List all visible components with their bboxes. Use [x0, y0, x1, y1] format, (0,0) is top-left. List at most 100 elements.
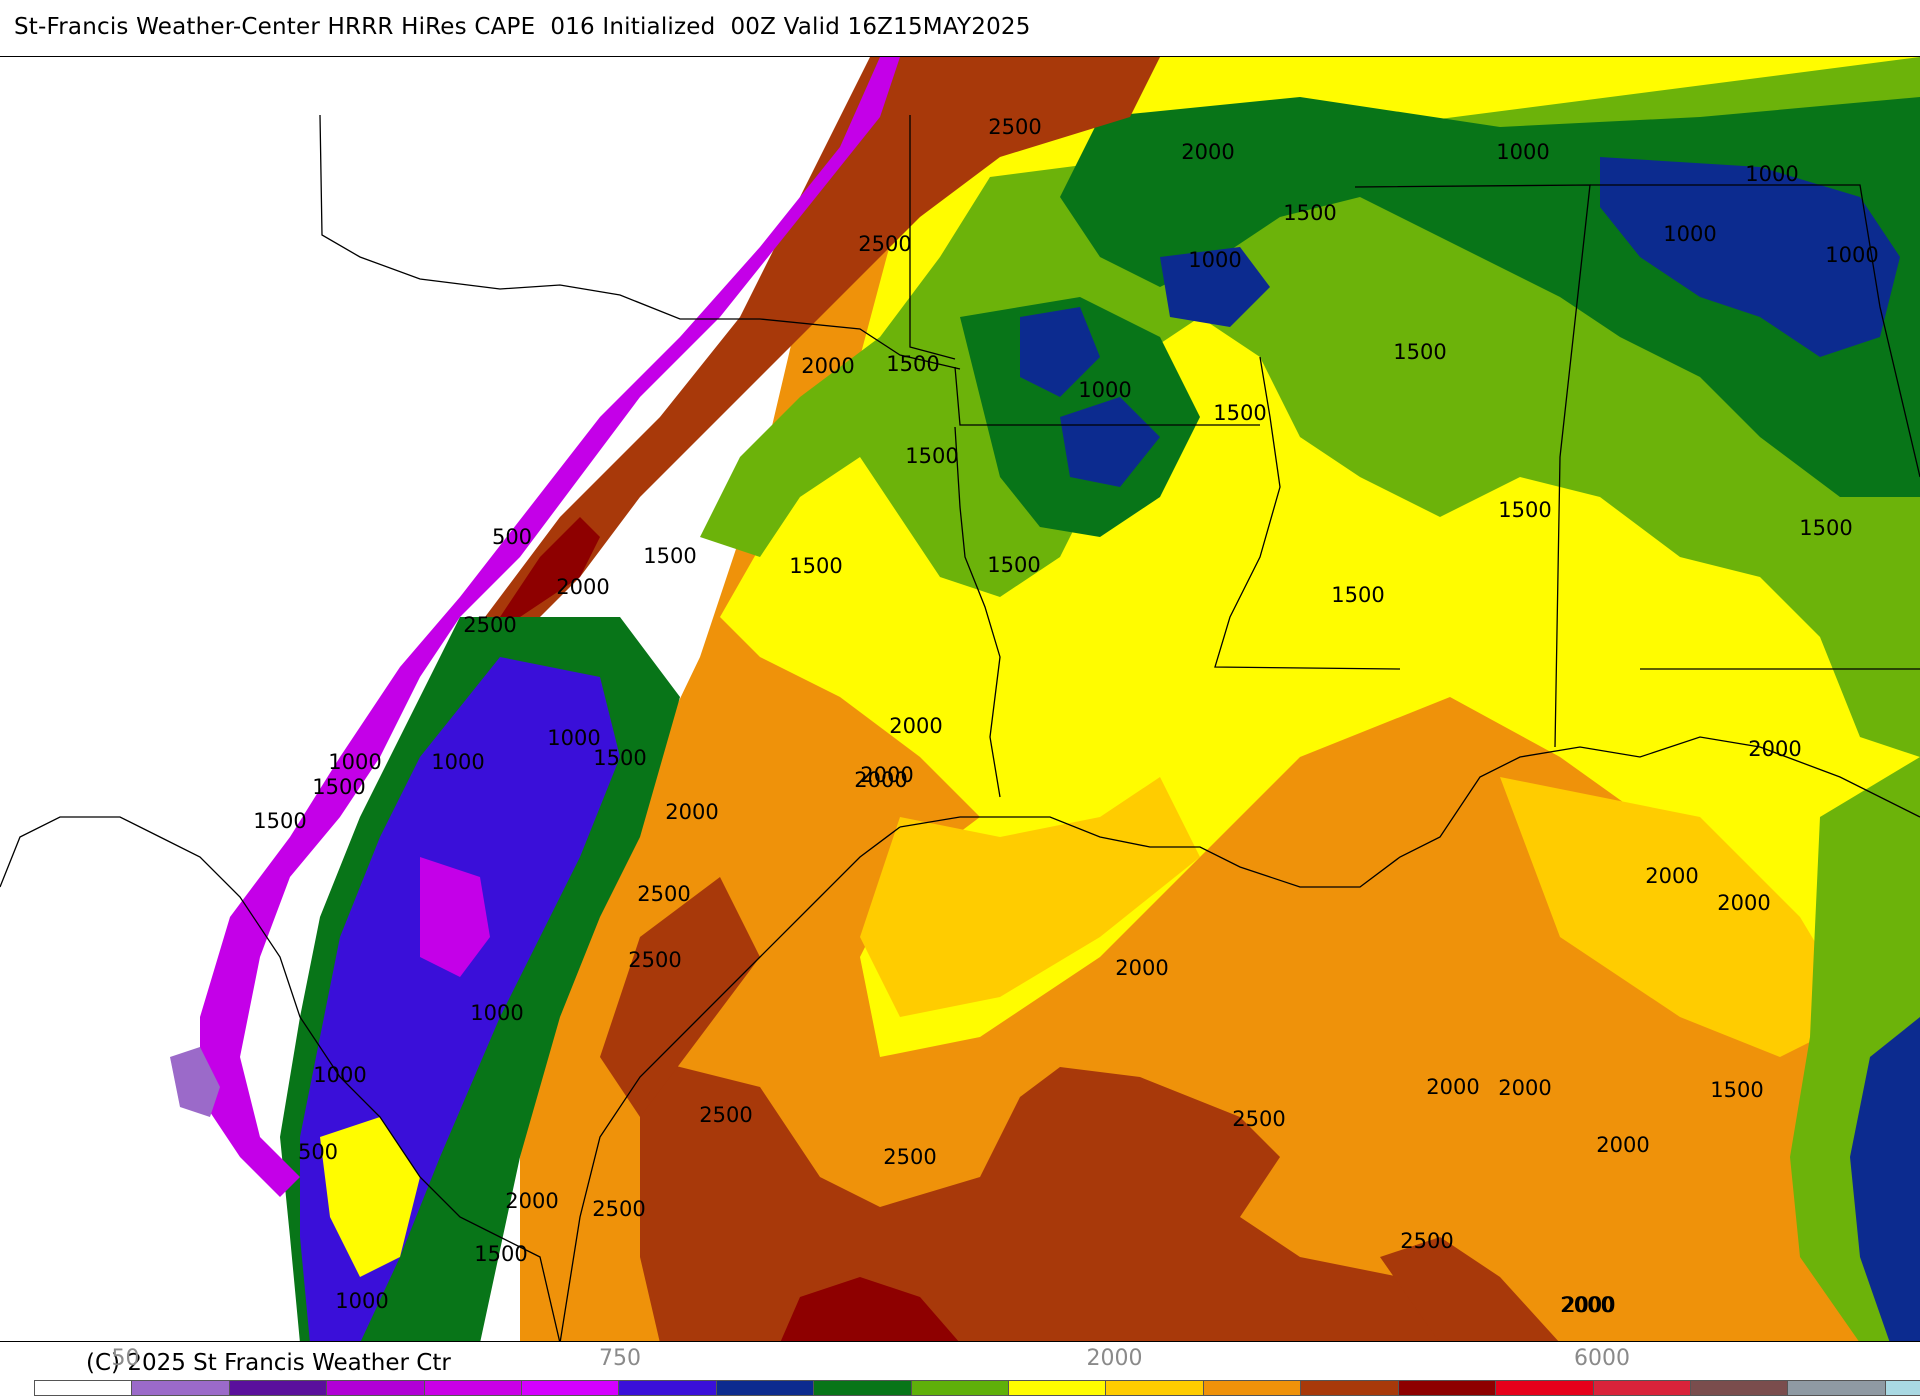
colorbar-tick-label: 2000 — [1086, 1346, 1143, 1371]
colorbar-cell — [1496, 1381, 1594, 1395]
colorbar-cell — [814, 1381, 912, 1395]
contour-label: 1000 — [1078, 378, 1131, 402]
colorbar-cell — [1398, 1381, 1497, 1395]
colorbar-cell — [716, 1381, 815, 1395]
contour-label: 1500 — [1331, 583, 1384, 607]
contour-label: 1500 — [593, 746, 646, 770]
cape-region-gold-1 — [860, 777, 1200, 1017]
cape-region-navy-1 — [1020, 307, 1100, 397]
contour-label: 2000 — [665, 800, 718, 824]
contour-label: 1500 — [1498, 498, 1551, 522]
colorbar-cell — [1009, 1381, 1107, 1395]
colorbar-cell — [911, 1381, 1010, 1395]
map-footer: (C) 2025 St Francis Weather Ctr 50 750 200… — [0, 1342, 1920, 1400]
contour-label: 1500 — [987, 553, 1040, 577]
contour-label: 2500 — [628, 948, 681, 972]
contour-label: 2500 — [699, 1103, 752, 1127]
contour-label: 1500 — [643, 544, 696, 568]
state-border-ar-la — [954, 366, 1260, 426]
contour-labels: 2500200025001000150010001000100010002000… — [253, 115, 1878, 1317]
contour-label: 1500 — [1393, 340, 1446, 364]
cape-map: 2500 2000 2500 1000 1500 1000 1000 1000 1000 2000… — [0, 56, 1920, 1342]
contour-label: 1500 — [253, 809, 306, 833]
cape-region-rust-south — [640, 1057, 1497, 1341]
state-border-texas-ok — [319, 114, 961, 370]
cape-region-navy-east — [1850, 1017, 1920, 1341]
contour-label: 1500 — [886, 352, 939, 376]
contour-label: 2000 — [1426, 1075, 1479, 1099]
colorbar-cell — [619, 1381, 717, 1395]
contour-label: 1500 — [474, 1242, 527, 1266]
contour-label: 2000 — [1561, 1293, 1614, 1317]
contour-label: 2000 — [854, 768, 907, 792]
contour-label: 2000 — [1748, 737, 1801, 761]
contour-label: 2500 — [988, 115, 1041, 139]
contour-label: 1000 — [335, 1289, 388, 1313]
colorbar-tick-label: 750 — [599, 1346, 641, 1371]
contour-label: 1000 — [1745, 162, 1798, 186]
colorbar-cell — [1106, 1381, 1204, 1395]
gulf-coastline — [899, 736, 1920, 888]
contour-label: 1000 — [1496, 140, 1549, 164]
state-border-ms-al — [1354, 184, 1591, 748]
contour-label: 500 — [298, 1140, 338, 1164]
state-border-al-ga — [1590, 184, 1920, 478]
contour-label: 1500 — [1710, 1078, 1763, 1102]
cape-colorbar — [34, 1380, 1920, 1396]
contour-label: 1500 — [905, 444, 958, 468]
contour-label: 2000 — [1498, 1076, 1551, 1100]
contour-label: 1500 — [1799, 516, 1852, 540]
contour-label: 2500 — [1400, 1229, 1453, 1253]
cape-fill-layer — [0, 57, 1920, 1341]
colorbar-cell — [1690, 1381, 1789, 1395]
colorbar-cell — [522, 1381, 620, 1395]
cape-region-navy-3 — [1160, 247, 1270, 327]
contour-label: 1000 — [328, 750, 381, 774]
colorbar-tick-label: 50 — [111, 1346, 140, 1371]
cape-region-magenta-coast — [200, 57, 900, 1197]
contour-label: 2500 — [592, 1197, 645, 1221]
colorbar-cell — [1301, 1381, 1399, 1395]
texas-coastline — [559, 826, 901, 1341]
cape-region-rust-se — [1380, 1237, 1559, 1341]
contour-label: 1000 — [431, 750, 484, 774]
contour-label: 2500 — [637, 882, 690, 906]
cape-region-gold-2 — [1500, 777, 1860, 1057]
contour-label: 2000 — [1717, 891, 1770, 915]
contour-label: 2000 — [556, 575, 609, 599]
cape-region-navy-4 — [1600, 157, 1900, 357]
colorbar-cell — [35, 1381, 133, 1395]
colorbar-cell — [132, 1381, 230, 1395]
mexico-border — [0, 816, 561, 1341]
contour-label: 500 — [492, 525, 532, 549]
colorbar-cell — [1788, 1381, 1886, 1395]
contour-label: 2000 — [1560, 1293, 1613, 1317]
political-boundaries — [0, 114, 1920, 1341]
cape-region-navy-2 — [1060, 397, 1160, 487]
cape-region-lavender — [170, 1047, 220, 1117]
cape-region-rust-coast — [600, 877, 760, 1117]
cape-region-darkred-2 — [500, 517, 600, 617]
contour-label: 1000 — [470, 1001, 523, 1025]
colorbar-cell — [1203, 1381, 1302, 1395]
colorbar-cell — [424, 1381, 523, 1395]
contour-label: 2000 — [860, 763, 913, 787]
colorbar-cell — [1593, 1381, 1691, 1395]
contour-label: 2000 — [505, 1189, 558, 1213]
colorbar-cell — [1885, 1381, 1920, 1395]
contour-label: 2000 — [1115, 956, 1168, 980]
contour-label: 2500 — [1232, 1107, 1285, 1131]
contour-label: 1000 — [547, 726, 600, 750]
contour-label: 2500 — [858, 232, 911, 256]
colorbar-cell — [327, 1381, 425, 1395]
cape-region-darkred-1 — [780, 1277, 959, 1341]
contour-label: 1000 — [1188, 248, 1241, 272]
contour-label: 2500 — [883, 1145, 936, 1169]
state-border-tx-la — [954, 426, 1001, 798]
map-title: St-Francis Weather-Center HRRR HiRes CAP… — [14, 14, 1031, 40]
contour-label: 1000 — [1825, 243, 1878, 267]
contour-label: 2000 — [889, 714, 942, 738]
contour-label: 1500 — [1283, 201, 1336, 225]
cape-region-magenta-west — [420, 857, 490, 977]
state-border-ok-ar — [909, 115, 956, 360]
